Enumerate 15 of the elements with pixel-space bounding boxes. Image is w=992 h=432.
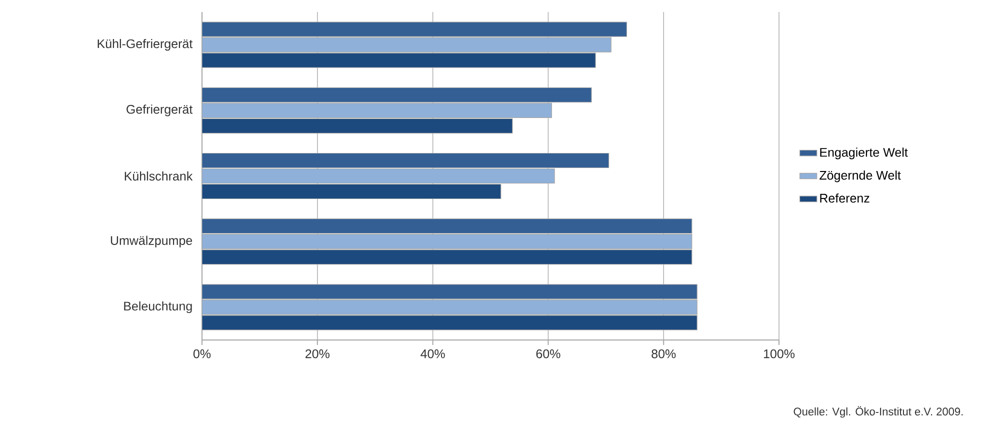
legend-label: Referenz (820, 193, 870, 203)
x-tick-label: 40% (420, 349, 445, 358)
y-tick-label: Beleuchtung (124, 301, 192, 314)
y-tick-label: Umwälzpumpe (110, 236, 192, 248)
x-tick-label: 0% (193, 349, 211, 358)
x-tick-label: 80% (652, 349, 676, 358)
source-note: Quelle: Vgl. Öko-Institut e.V. 2009. (794, 406, 963, 418)
x-tick-label: 20% (306, 349, 330, 358)
y-tick-label: Kühlschrank (124, 171, 193, 181)
y-tick-label: Gefriergerät (126, 104, 193, 116)
legend-label: Engagierte Welt (820, 148, 908, 160)
x-tick-label: 60% (536, 349, 560, 358)
x-tick-label: 100% (764, 349, 795, 358)
y-tick-label: Kühl-Gefriergerät (98, 38, 193, 51)
legend-label: Zögernde Welt (820, 170, 901, 182)
